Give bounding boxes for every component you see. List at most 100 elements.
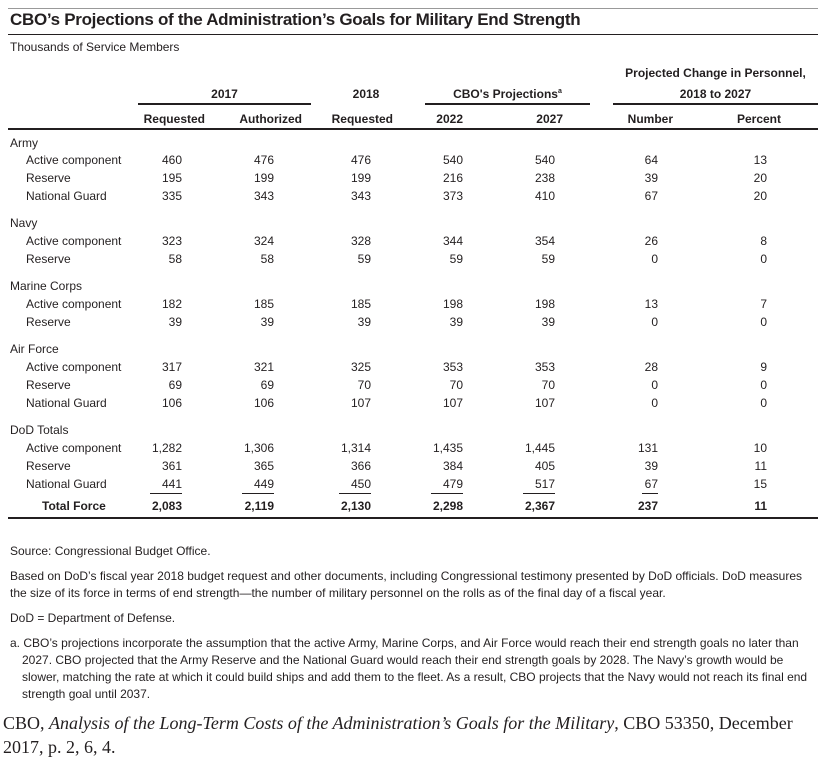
cell-value: 198 (534, 297, 555, 311)
cell-value: 8 (760, 234, 767, 248)
title-rule (8, 34, 818, 35)
citation-suffix: , CBO 53350, December 2017, p. 2, 6, 4. (3, 713, 793, 757)
cell-value: 0 (760, 396, 767, 410)
row-label: Army (10, 136, 38, 150)
footnote-mark: a (557, 88, 562, 95)
cell-value: 39 (357, 315, 371, 329)
table-row: Active component 182 185 185 198 198 13 7 (0, 297, 827, 315)
column-header: Percent (736, 112, 781, 126)
cell-value: 354 (534, 234, 555, 248)
row-label: National Guard (26, 396, 107, 410)
sum-underline (431, 493, 463, 494)
row-label: Reserve (26, 315, 71, 329)
cell-value: 185 (253, 297, 274, 311)
row-label: Active component (26, 234, 122, 248)
top-rule (8, 8, 818, 9)
table-row: National Guard 335 343 343 373 410 67 20 (0, 189, 827, 207)
header-rule-2017 (138, 103, 311, 105)
sum-underline (242, 493, 274, 494)
cell-value: 216 (442, 171, 463, 185)
cell-value: 106 (161, 396, 182, 410)
cell-value: 353 (534, 360, 555, 374)
cell-value: 328 (350, 234, 371, 248)
cell-value: 476 (253, 153, 274, 167)
cell-value: 70 (449, 378, 463, 392)
cell-value: 0 (760, 252, 767, 266)
basis-note: Based on DoD’s fiscal year 2018 budget r… (10, 569, 802, 600)
cell-value: 0 (651, 396, 658, 410)
cell-value: 39 (168, 315, 182, 329)
cell-value: 64 (644, 153, 658, 167)
table-row: Marine Corps (0, 279, 827, 297)
table-row: Reserve 39 39 39 39 39 0 0 (0, 315, 827, 333)
cell-value: 69 (260, 378, 274, 392)
table-title: CBO’s Projections of the Administration’… (10, 10, 581, 29)
table-row: Reserve 195 199 199 216 238 39 20 (0, 171, 827, 189)
cell-value: 0 (760, 315, 767, 329)
column-header: Number (627, 112, 673, 126)
cell-value: 107 (350, 396, 371, 410)
cell-value: 198 (442, 297, 463, 311)
cell-value: 195 (161, 171, 182, 185)
cell-value: 70 (357, 378, 371, 392)
cell-value: 323 (161, 234, 182, 248)
row-label: Active component (26, 297, 122, 311)
cell-value: 0 (760, 378, 767, 392)
table-row: Active component 323 324 328 344 354 26 8 (0, 234, 827, 252)
cell-value: 1,445 (524, 441, 555, 455)
cell-value: 343 (253, 189, 274, 203)
cell-value: 2,130 (340, 499, 371, 513)
cell-value: 2,367 (524, 499, 555, 513)
cell-value: 317 (161, 360, 182, 374)
row-label: DoD Totals (10, 423, 69, 437)
table-row: Reserve 361 365 366 384 405 39 11 (0, 459, 827, 477)
citation-prefix: CBO, (3, 713, 50, 733)
cell-value: 39 (644, 171, 658, 185)
cell-value: 0 (651, 252, 658, 266)
cell-value: 59 (449, 252, 463, 266)
row-label: Active component (26, 153, 122, 167)
cell-value: 2,083 (151, 499, 182, 513)
column-header: 2027 (536, 112, 563, 126)
row-label: Total Force (42, 499, 106, 513)
header-cbo-label: CBO's Projections (453, 87, 558, 101)
cell-value: 321 (253, 360, 274, 374)
cell-value: 517 (534, 477, 555, 491)
cell-value: 450 (350, 477, 371, 491)
row-label: Air Force (10, 342, 59, 356)
row-label: Navy (10, 216, 38, 230)
cell-value: 106 (253, 396, 274, 410)
header-rule-change (613, 103, 818, 105)
cell-value: 238 (534, 171, 555, 185)
cell-value: 479 (442, 477, 463, 491)
sum-underline (642, 493, 658, 494)
table-row: National Guard 106 106 107 107 107 0 0 (0, 396, 827, 414)
sum-underline (150, 493, 182, 494)
cell-value: 410 (534, 189, 555, 203)
table-row: Active component 317 321 325 353 353 28 9 (0, 360, 827, 378)
header-2017: 2017 (211, 87, 238, 101)
cell-value: 58 (168, 252, 182, 266)
header-bottom-rule (8, 128, 818, 130)
cell-value: 0 (651, 315, 658, 329)
cell-value: 11 (754, 499, 767, 513)
cell-value: 237 (637, 499, 658, 513)
cell-value: 39 (541, 315, 555, 329)
cell-value: 366 (350, 459, 371, 473)
cell-value: 361 (161, 459, 182, 473)
cell-value: 11 (754, 459, 767, 473)
cell-value: 2,119 (244, 499, 274, 513)
footnote-a: a. CBO’s projections incorporate the ass… (10, 636, 808, 701)
table-row: Active component 460 476 476 540 540 64 13 (0, 153, 827, 171)
cell-value: 1,306 (243, 441, 274, 455)
header-cbo-projections: CBO's Projectionsa (425, 87, 590, 101)
cell-value: 324 (253, 234, 274, 248)
cell-value: 1,314 (340, 441, 371, 455)
cell-value: 1,435 (432, 441, 463, 455)
cell-value: 441 (161, 477, 182, 491)
cell-value: 182 (161, 297, 182, 311)
cell-value: 199 (253, 171, 274, 185)
cell-value: 540 (442, 153, 463, 167)
cell-value: 67 (644, 189, 658, 203)
column-header: Authorized (239, 112, 302, 126)
